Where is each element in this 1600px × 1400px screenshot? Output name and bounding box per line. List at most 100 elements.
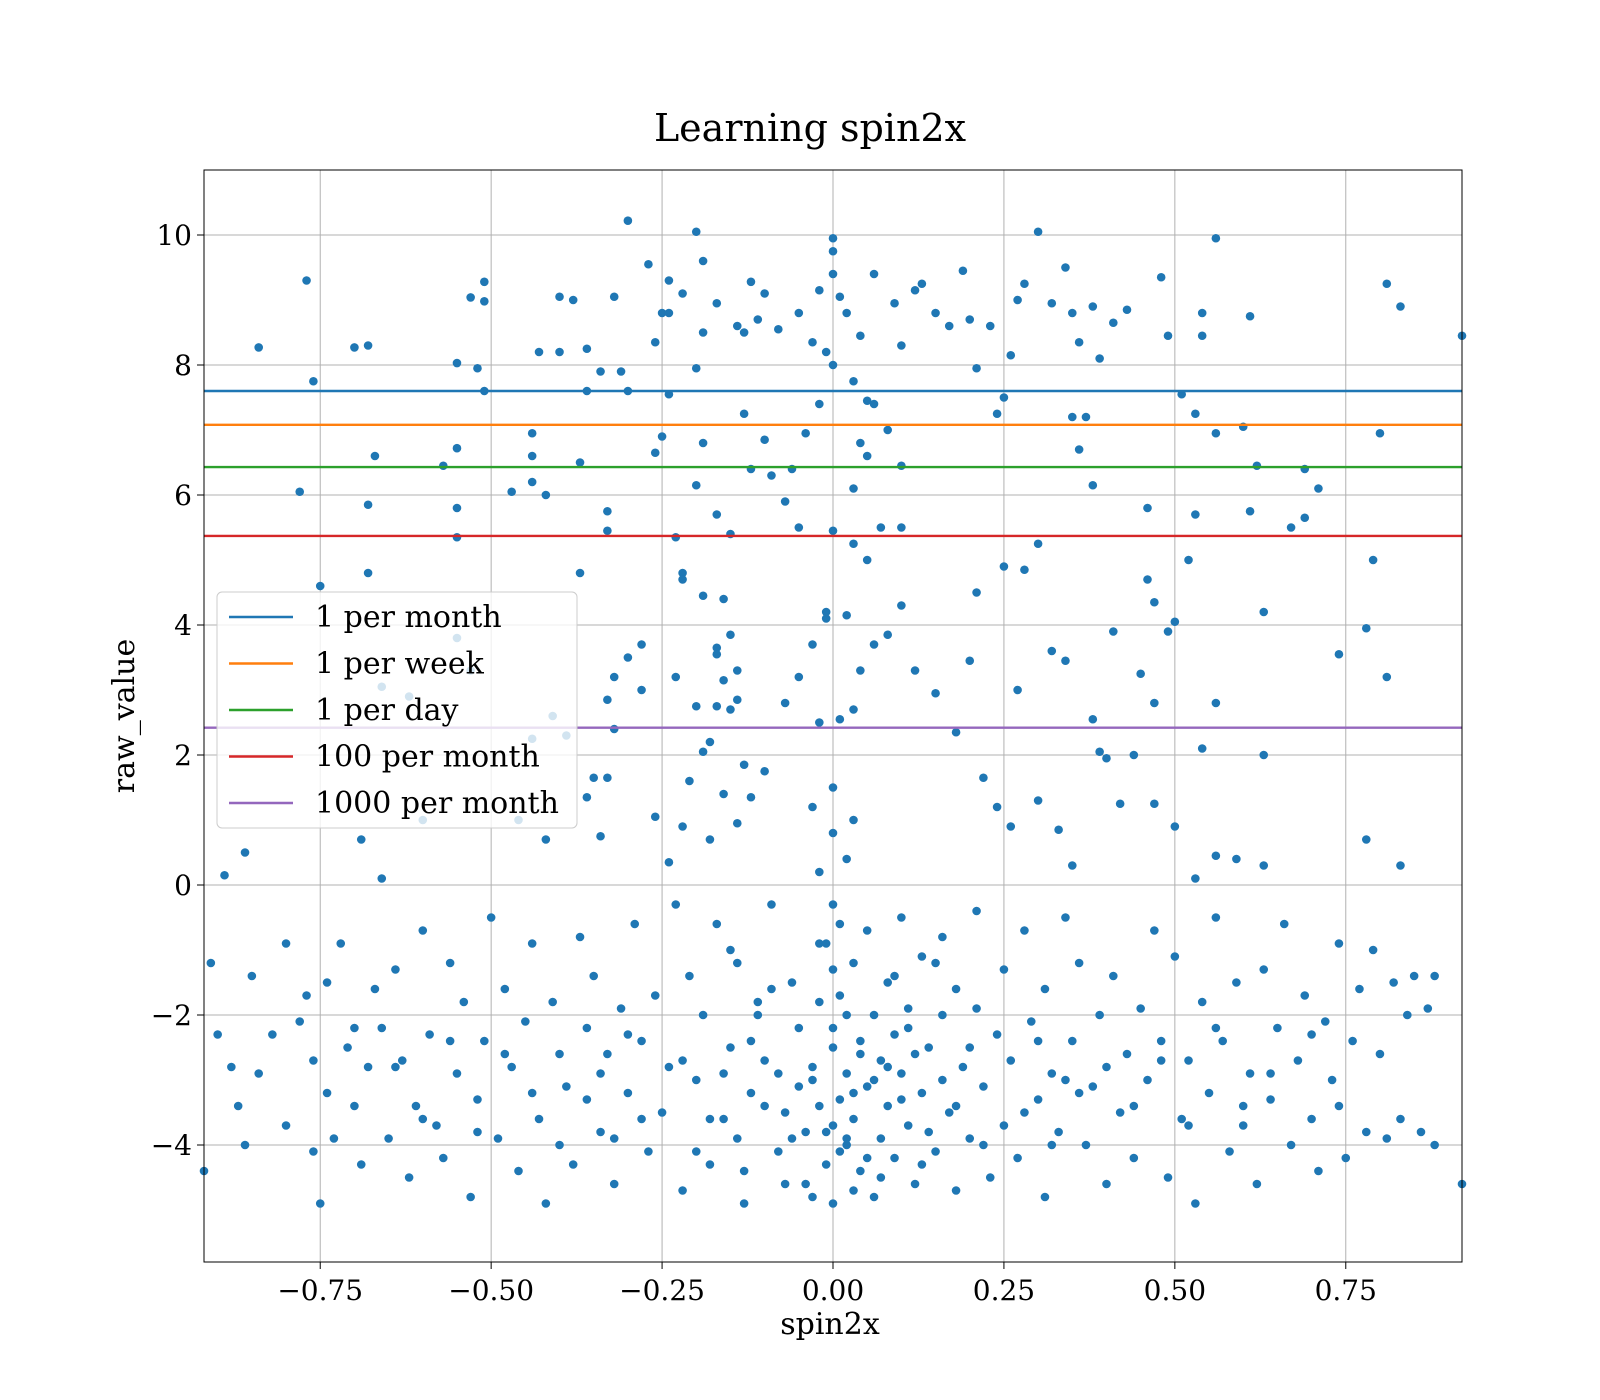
data-point bbox=[603, 1049, 612, 1059]
data-point bbox=[500, 1049, 510, 1059]
data-point bbox=[623, 216, 633, 225]
data-point bbox=[883, 425, 892, 435]
data-point bbox=[1109, 318, 1118, 328]
data-point bbox=[979, 773, 988, 783]
data-point bbox=[1054, 825, 1063, 835]
data-point bbox=[944, 321, 954, 331]
data-point bbox=[815, 997, 824, 1007]
data-point bbox=[480, 1036, 489, 1046]
data-point bbox=[1191, 510, 1200, 519]
data-point bbox=[1197, 308, 1207, 318]
data-point bbox=[938, 932, 947, 942]
data-point bbox=[835, 991, 845, 1000]
data-point bbox=[999, 965, 1009, 974]
data-point bbox=[917, 1160, 927, 1169]
data-point bbox=[644, 1147, 653, 1156]
data-point bbox=[842, 610, 851, 620]
data-point bbox=[589, 773, 599, 783]
data-point bbox=[856, 666, 865, 675]
data-point bbox=[910, 285, 920, 295]
data-point bbox=[1170, 822, 1180, 831]
data-point bbox=[438, 1153, 448, 1163]
data-point bbox=[1184, 1056, 1193, 1065]
data-point bbox=[821, 1160, 831, 1169]
data-point bbox=[527, 477, 537, 487]
data-point bbox=[1307, 1030, 1316, 1039]
data-point bbox=[780, 1108, 790, 1117]
data-point bbox=[992, 409, 1002, 419]
data-point bbox=[1259, 861, 1269, 870]
data-point bbox=[691, 1075, 701, 1085]
data-point bbox=[835, 1095, 845, 1104]
data-point bbox=[1088, 480, 1098, 490]
data-point bbox=[876, 1173, 886, 1182]
data-point bbox=[1430, 1140, 1439, 1150]
data-point bbox=[1156, 1056, 1166, 1065]
data-point bbox=[856, 1166, 865, 1176]
data-point bbox=[828, 783, 838, 792]
data-point bbox=[1156, 1036, 1166, 1046]
data-point bbox=[698, 328, 708, 337]
data-point bbox=[1334, 649, 1344, 659]
data-point bbox=[391, 1062, 400, 1072]
data-point bbox=[589, 971, 599, 981]
data-point bbox=[767, 984, 776, 994]
data-point bbox=[438, 461, 448, 471]
data-point bbox=[917, 1088, 927, 1098]
data-point bbox=[1047, 646, 1057, 656]
data-point bbox=[746, 792, 756, 802]
data-point bbox=[862, 1153, 872, 1163]
data-point bbox=[712, 510, 722, 519]
data-point bbox=[582, 792, 592, 802]
data-point bbox=[862, 555, 872, 565]
data-point bbox=[828, 1043, 838, 1052]
data-point bbox=[951, 1101, 961, 1111]
data-point bbox=[712, 919, 722, 929]
data-point bbox=[999, 1121, 1009, 1130]
data-point bbox=[1047, 298, 1057, 308]
legend-label: 1000 per month bbox=[315, 786, 559, 821]
data-point bbox=[582, 344, 592, 354]
data-point bbox=[794, 1082, 804, 1091]
data-point bbox=[596, 367, 605, 376]
data-point bbox=[609, 1134, 619, 1143]
data-point bbox=[849, 1186, 858, 1195]
data-point bbox=[780, 1179, 790, 1189]
legend: 1 per month 1 per week 1 per day 100 per mo… bbox=[216, 591, 578, 829]
data-point bbox=[691, 227, 701, 237]
data-point bbox=[801, 1127, 810, 1137]
data-point bbox=[1211, 428, 1221, 438]
y-tick-label: 2 bbox=[174, 739, 192, 772]
data-point bbox=[1361, 623, 1371, 633]
data-point bbox=[678, 575, 687, 584]
data-point bbox=[1375, 428, 1385, 438]
data-point bbox=[1033, 1095, 1043, 1104]
data-point bbox=[1245, 506, 1255, 516]
data-point bbox=[1197, 331, 1207, 341]
data-point bbox=[664, 276, 674, 285]
data-point bbox=[233, 1101, 243, 1111]
data-point bbox=[1300, 991, 1310, 1000]
data-point bbox=[603, 506, 612, 516]
legend-label: 100 per month bbox=[315, 740, 540, 775]
data-point bbox=[862, 926, 872, 935]
x-axis-label: spin2x bbox=[780, 1307, 880, 1342]
data-point bbox=[897, 601, 906, 610]
x-tick-label: 0.50 bbox=[1144, 1274, 1206, 1307]
data-point bbox=[746, 1088, 756, 1098]
data-point bbox=[965, 656, 975, 666]
data-point bbox=[596, 1127, 605, 1137]
data-point bbox=[1396, 861, 1405, 870]
data-point bbox=[268, 1030, 277, 1039]
data-point bbox=[842, 1140, 851, 1150]
data-point bbox=[1286, 1140, 1296, 1150]
data-point bbox=[903, 1121, 913, 1130]
data-point bbox=[240, 1140, 250, 1150]
data-point bbox=[739, 328, 749, 337]
data-point bbox=[377, 874, 387, 883]
data-point bbox=[1163, 331, 1173, 341]
data-point bbox=[732, 958, 742, 968]
data-point bbox=[1150, 597, 1159, 607]
data-point bbox=[1279, 919, 1289, 929]
data-point bbox=[1020, 279, 1029, 289]
